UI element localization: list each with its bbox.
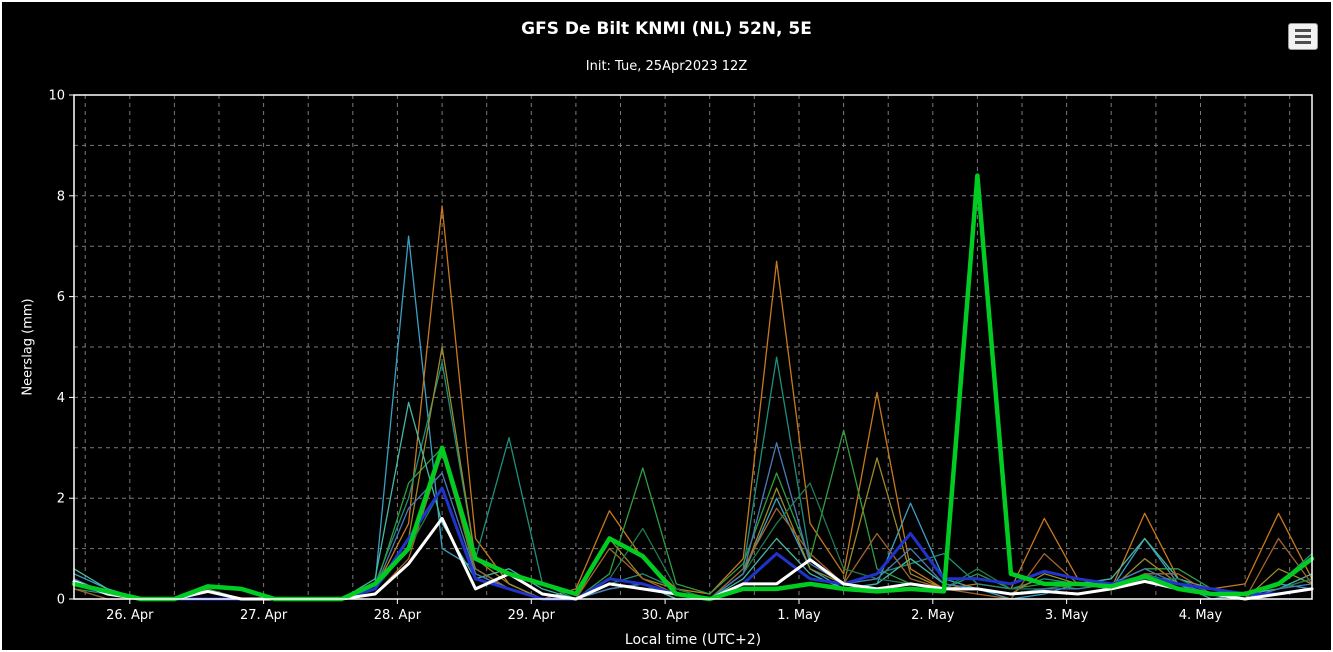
y-axis-title: Neerslag (mm): [20, 298, 36, 396]
chart-title: GFS De Bilt KNMI (NL) 52N, 5E: [521, 19, 812, 39]
svg-text:10: 10: [48, 89, 65, 104]
svg-text:30. Apr: 30. Apr: [641, 608, 689, 623]
svg-text:28. Apr: 28. Apr: [374, 608, 422, 623]
svg-text:0: 0: [57, 593, 65, 608]
svg-text:27. Apr: 27. Apr: [240, 608, 288, 623]
svg-text:6: 6: [57, 290, 65, 305]
hamburger-icon: [1295, 41, 1311, 44]
svg-text:8: 8: [57, 189, 65, 204]
svg-text:4. May: 4. May: [1179, 608, 1223, 623]
svg-text:3. May: 3. May: [1045, 608, 1089, 623]
hamburger-icon: [1295, 29, 1311, 32]
hamburger-icon: [1295, 35, 1311, 38]
svg-text:2. May: 2. May: [911, 608, 955, 623]
export-menu-button[interactable]: [1288, 23, 1318, 50]
svg-text:2: 2: [57, 492, 65, 507]
x-axis-title: Local time (UTC+2): [624, 632, 762, 648]
svg-text:4: 4: [57, 391, 65, 406]
svg-text:26. Apr: 26. Apr: [106, 608, 154, 623]
svg-text:29. Apr: 29. Apr: [508, 608, 556, 623]
chart-subtitle: Init: Tue, 25Apr2023 12Z: [585, 59, 748, 74]
svg-text:1. May: 1. May: [777, 608, 821, 623]
